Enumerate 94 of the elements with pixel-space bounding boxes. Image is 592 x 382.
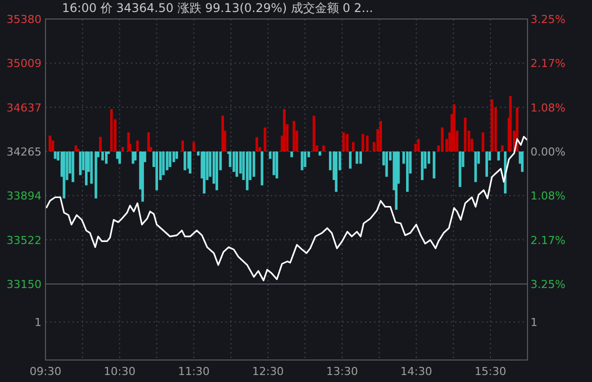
- bar: [136, 140, 139, 152]
- x-tick-label: 11:30: [178, 365, 210, 378]
- x-tick-label: 09:30: [30, 365, 62, 378]
- bar: [406, 152, 409, 192]
- bar: [440, 127, 444, 152]
- bar: [134, 152, 137, 160]
- bar: [168, 152, 172, 167]
- bar: [379, 120, 382, 152]
- y-tick-label: 33894: [6, 190, 42, 203]
- bar: [72, 152, 74, 182]
- chart-title: 16:00 价 34364.50 涨跌 99.13(0.29%) 成交金额 0 2...: [62, 1, 374, 15]
- bar: [99, 136, 102, 152]
- bar: [74, 145, 78, 152]
- bar: [121, 147, 124, 152]
- bar: [458, 152, 462, 187]
- bar: [101, 152, 104, 160]
- bar: [452, 104, 456, 152]
- y-tick-label: 35380: [6, 13, 42, 26]
- x-tick-label: 15:30: [474, 365, 506, 378]
- bar: [464, 118, 467, 152]
- bar: [155, 152, 158, 190]
- bar: [292, 120, 296, 152]
- bar: [188, 152, 192, 174]
- bar: [184, 152, 186, 170]
- bar: [175, 152, 178, 159]
- bar: [342, 132, 345, 152]
- bar: [490, 99, 494, 152]
- bar: [141, 152, 144, 202]
- y-tick-label: 35009: [6, 57, 42, 70]
- x-tick-label: 10:30: [104, 365, 136, 378]
- y-tick-label: 33522: [6, 234, 42, 247]
- bar: [272, 152, 276, 176]
- bar: [312, 116, 316, 152]
- y2-tick-label: 1.08%: [530, 190, 566, 203]
- text: 1: [530, 316, 538, 329]
- bar: [521, 152, 524, 172]
- bar: [215, 152, 218, 190]
- y2-tick-label: 2.17%: [530, 234, 566, 247]
- bar: [366, 136, 369, 152]
- y-tick-label: 34265: [6, 146, 42, 158]
- y2-tick-label: 3.25%: [530, 13, 566, 26]
- bar: [264, 127, 266, 152]
- y2-tick-label: 2.17%: [530, 57, 566, 70]
- bar: [246, 152, 248, 190]
- bar: [54, 152, 56, 159]
- bar: [348, 152, 352, 169]
- bar: [48, 136, 52, 152]
- line-series: [45, 136, 528, 282]
- bar: [282, 109, 286, 152]
- y2-tick-label: 0.00%: [530, 146, 566, 158]
- x-tick-label: 12:30: [252, 365, 284, 378]
- bar: [192, 142, 196, 152]
- bar: [304, 152, 306, 167]
- bar: [147, 132, 150, 152]
- bar: [359, 152, 362, 164]
- bar: [322, 145, 325, 152]
- bar: [417, 138, 420, 152]
- bar: [482, 132, 484, 152]
- y-tick-label: 34637: [6, 101, 42, 114]
- bar: [474, 152, 477, 182]
- bar: [62, 152, 66, 198]
- bar: [500, 145, 504, 152]
- bar: [352, 142, 355, 152]
- bar: [79, 152, 82, 176]
- bar: [236, 152, 238, 177]
- bar: [118, 152, 121, 164]
- bar: [260, 152, 264, 186]
- x-tick-label: 14:30: [400, 365, 432, 378]
- bar: [132, 152, 134, 164]
- y2-tick-label: 1.08%: [530, 101, 566, 114]
- bar: [385, 152, 388, 177]
- bar: [300, 152, 304, 170]
- bar: [105, 152, 108, 164]
- bar: [276, 152, 278, 178]
- y-tick-label: 33150: [6, 278, 42, 291]
- bar: [290, 152, 293, 158]
- bar: [346, 134, 349, 152]
- bar: [256, 137, 258, 152]
- x-tick-label: 13:30: [326, 365, 358, 378]
- bar: [202, 152, 206, 194]
- text: 1: [34, 316, 42, 329]
- bar: [432, 152, 436, 178]
- bar: [318, 152, 322, 156]
- bar: [334, 152, 338, 192]
- bar: [420, 152, 424, 180]
- bar: [110, 109, 113, 152]
- bar: [362, 134, 364, 152]
- bar: [252, 152, 256, 177]
- bar: [181, 140, 184, 152]
- bar: [356, 152, 358, 164]
- y2-tick-label: 3.25%: [530, 278, 566, 291]
- bar: [509, 96, 512, 152]
- bar: [485, 152, 488, 177]
- bar: [497, 152, 500, 160]
